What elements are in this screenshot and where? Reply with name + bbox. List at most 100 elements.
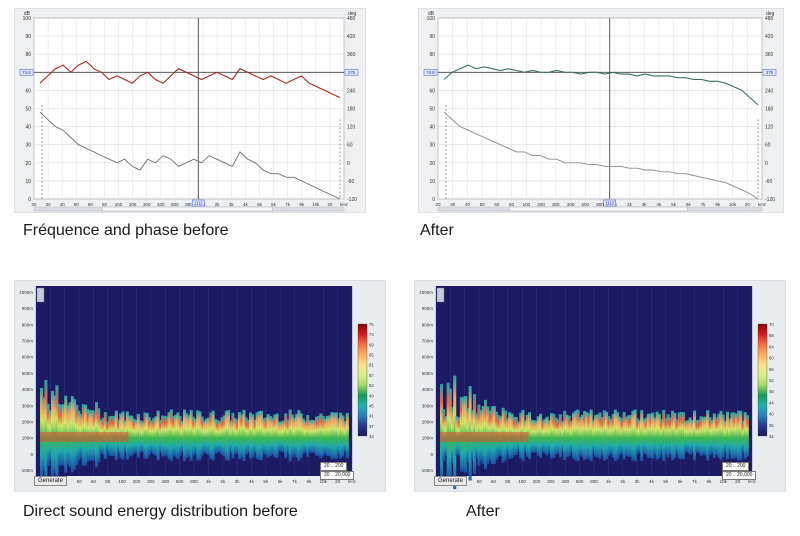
spectro-energy-streak <box>543 419 547 454</box>
spectro-energy-streak <box>585 412 589 460</box>
spectro-energy-streak <box>644 417 648 455</box>
spectro-energy-streak <box>710 419 714 453</box>
spectro-energy-streak <box>730 412 734 459</box>
fr-x-tick-label: 600 <box>171 202 179 207</box>
fr-x-tick-label: 5k <box>257 202 263 207</box>
spectro-scale-label: 53 <box>369 383 374 388</box>
spectro-energy-streak <box>326 415 330 457</box>
fr-x-tick-label: 80 <box>509 202 515 207</box>
spectro-energy-streak <box>646 413 650 458</box>
spectro-energy-streak <box>638 420 642 453</box>
fr-x-tick-label: 400 <box>157 202 165 207</box>
spectro-energy-streak <box>633 409 637 462</box>
spectro-energy-streak <box>312 420 316 453</box>
fr-cursor-freq-label: 1112 <box>194 201 203 206</box>
spectro-energy-streak <box>150 420 154 453</box>
spectro-energy-streak <box>558 414 562 458</box>
spectro-energy-streak <box>565 414 569 458</box>
range-box-before-1[interactable]: 20 .. 200 <box>320 462 348 471</box>
fr-x-tick-label: 3k <box>229 202 235 207</box>
spectro-energy-streak <box>235 419 239 454</box>
spectro-energy-streak <box>339 412 343 459</box>
spectro-energy-streak <box>640 409 644 461</box>
spectro-energy-streak <box>547 420 551 453</box>
fr-y2-tick-label: 480 <box>347 16 356 22</box>
range-box-after-2[interactable]: 20 .. 20,000 <box>722 471 757 480</box>
fr-x-tick-label: 20 <box>327 202 333 207</box>
spectro-energy-streak <box>576 409 580 462</box>
caption-spectro-after: After <box>466 503 500 520</box>
spectro-energy-streak <box>618 416 622 456</box>
spectro-energy-streak <box>541 420 545 453</box>
fr-y-tick-label: 10 <box>25 179 31 185</box>
fr-x-tick-label: 40 <box>465 202 471 207</box>
caption-fr-before: Fréquence and phase before <box>23 222 229 239</box>
fr-y2-tick-label: 480 <box>765 16 774 22</box>
fr-y2-tick-label: 420 <box>347 34 356 40</box>
fr-y2-tick-label: 60 <box>765 143 771 149</box>
spectro-scale-label: 73 <box>369 332 374 337</box>
spectro-energy-streak <box>741 420 745 452</box>
spectrogram-before: 1000m 900m 800m 700m 600m 500m 400m 300m 200m 100… <box>14 280 386 492</box>
spectro-energy-streak <box>213 418 217 454</box>
spectro-energy-streak <box>198 411 202 460</box>
fr-y2-tick-label: 420 <box>765 34 774 40</box>
spectro-energy-streak <box>315 416 319 456</box>
fr-x-tick-label: 8k <box>299 202 305 207</box>
spectro-scale-label: 56 <box>769 367 774 372</box>
fr-cursor-right-box <box>762 69 777 76</box>
generate-button[interactable]: Generate <box>34 476 68 486</box>
fr-y-tick-label: 90 <box>429 34 435 40</box>
spectro-energy-streak <box>739 410 743 461</box>
spectro-energy-streak <box>693 410 697 461</box>
spectro-x-tick-label: 10k <box>320 479 328 484</box>
spectro-energy-streak <box>598 412 602 459</box>
spectro-energy-streak <box>185 413 189 459</box>
range-box-before-2[interactable]: 20 .. 20,000 <box>320 471 355 480</box>
spectro-energy-streak <box>189 409 193 461</box>
range-box-after-1[interactable]: 20 .. 200 <box>722 462 750 471</box>
fr-y-tick-label: 60 <box>429 88 435 94</box>
fr-spl-line <box>443 64 759 106</box>
spectro-energy-streak <box>238 411 242 460</box>
spectro-y-tick-label: 500m <box>422 371 434 376</box>
fr-y-tick-label: 100 <box>23 16 32 22</box>
spectro-energy-streak <box>194 418 198 454</box>
fr-y-tick-label: 40 <box>429 125 435 131</box>
spectro-energy-streak <box>174 414 178 457</box>
spectro-energy-streak <box>528 412 532 460</box>
spectro-x-tick-label: 4k <box>649 479 655 484</box>
fr-y-tick-label: 20 <box>429 161 435 167</box>
spectro-energy-streak <box>165 416 169 456</box>
fr-y2-tick-label: 120 <box>347 125 356 131</box>
fr-x-tick-label: 30 <box>450 202 456 207</box>
fr-y-tick-label: 0 <box>432 197 435 203</box>
spectro-energy-streak <box>211 410 215 461</box>
spectro-energy-streak <box>251 414 255 458</box>
spectro-energy-streak <box>671 410 675 461</box>
spectro-energy-streak <box>209 412 213 459</box>
spectro-scale-label: 52 <box>769 378 774 383</box>
generate-button-after[interactable]: Generate <box>434 476 468 486</box>
spectro-energy-streak <box>697 419 701 453</box>
spectro-x-tick-label: 1k <box>206 479 212 484</box>
spectro-energy-streak <box>222 415 226 457</box>
spectro-energy-streak <box>176 412 180 459</box>
spectro-energy-streak <box>611 414 615 458</box>
spectro-energy-streak <box>684 420 688 453</box>
spectro-energy-streak <box>152 417 156 455</box>
spectro-scale-label: 32 <box>769 434 774 439</box>
spectro-energy-streak <box>187 415 191 457</box>
spectro-scale-label: 36 <box>769 423 774 428</box>
spectro-energy-streak <box>673 412 677 459</box>
fr-cursor-freq-box <box>603 199 616 207</box>
spectro-energy-streak <box>334 412 338 459</box>
fr-y2-tick-label: 60 <box>347 143 353 149</box>
fr-x-tick-label: 60 <box>88 202 94 207</box>
spectro-after-panel: 1000m 900m 800m 700m 600m 500m 400m 300m 200m 100… <box>414 280 786 492</box>
spectro-energy-streak <box>594 415 598 457</box>
spectro-scale-label: 57 <box>369 373 374 378</box>
fr-x-tick-label: 200 <box>537 202 545 207</box>
spectro-y-tick-label: 0 <box>430 452 433 457</box>
fr-x-tick-label: 2k <box>627 202 633 207</box>
